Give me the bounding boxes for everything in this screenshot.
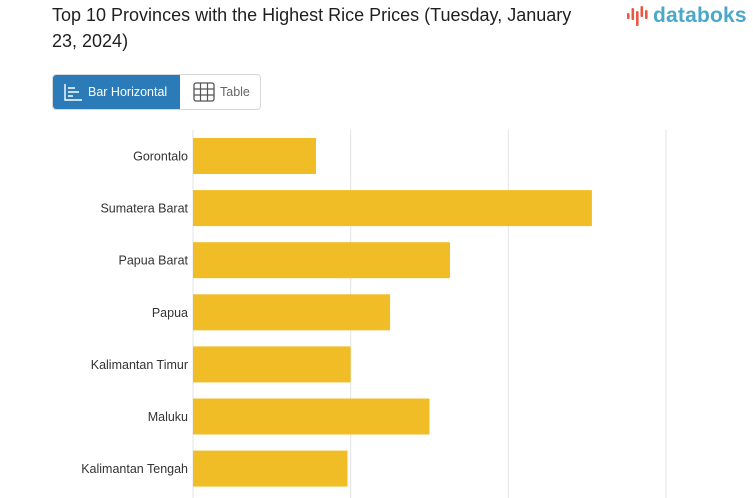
view-switch: Bar Horizontal Table	[52, 74, 261, 110]
category-label: Papua Barat	[119, 254, 189, 268]
bar[interactable]	[193, 398, 430, 435]
bar-horizontal-button[interactable]: Bar Horizontal	[53, 75, 180, 109]
category-label: Maluku	[148, 410, 188, 424]
bar[interactable]	[193, 138, 316, 174]
table-label: Table	[220, 85, 250, 99]
brand-name: databoks	[653, 4, 747, 27]
table-icon	[193, 82, 215, 102]
category-label: Kalimantan Timur	[91, 358, 188, 372]
bar-horizontal-label: Bar Horizontal	[88, 85, 168, 99]
bar[interactable]	[193, 346, 351, 383]
chart-title: Top 10 Provinces with the Highest Rice P…	[52, 5, 572, 51]
category-label: Papua	[152, 306, 188, 320]
databoks-logo-icon	[627, 6, 648, 26]
bar[interactable]	[193, 242, 450, 279]
table-button[interactable]: Table	[180, 75, 260, 109]
category-label: Gorontalo	[133, 150, 188, 164]
bar[interactable]	[193, 294, 391, 331]
category-label: Sumatera Barat	[100, 202, 188, 216]
bar[interactable]	[193, 190, 592, 227]
bar[interactable]	[193, 450, 348, 487]
category-label: Kalimantan Tengah	[81, 462, 188, 476]
bar-horizontal-icon	[64, 84, 82, 101]
databoks-logo[interactable]: databoks	[626, 2, 747, 30]
